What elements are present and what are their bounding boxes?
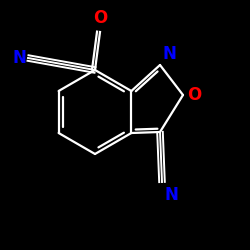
Text: O: O xyxy=(93,9,107,27)
Text: O: O xyxy=(187,86,201,104)
Text: N: N xyxy=(163,45,177,63)
Text: N: N xyxy=(164,186,178,204)
Text: N: N xyxy=(12,49,26,67)
